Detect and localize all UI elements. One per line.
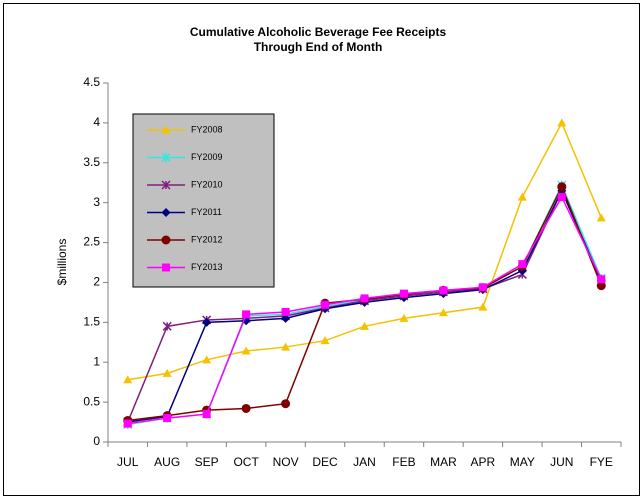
marker [162,368,172,377]
x-tick-label: APR [471,455,496,469]
chart-title: Through End of Month [254,40,383,54]
marker [557,118,567,127]
marker [161,208,171,217]
marker [518,260,527,269]
marker [478,302,488,311]
marker [557,182,567,192]
legend-label: FY2008 [191,124,223,134]
marker [281,342,291,351]
marker [162,263,170,272]
marker [202,355,212,364]
y-tick-label: 1 [93,354,100,368]
y-axis-label: $millions [55,239,69,286]
marker [478,283,487,292]
x-tick-label: OCT [233,455,259,469]
marker [202,317,212,327]
marker [241,403,251,413]
marker [399,289,408,298]
marker [517,192,527,201]
marker [123,419,132,428]
x-tick-label: NOV [273,455,299,469]
x-tick-label: MAY [510,455,535,469]
x-tick-label: DEC [312,455,338,469]
marker [161,180,171,190]
marker [399,313,409,322]
marker [321,300,330,309]
marker [439,286,448,295]
x-tick-label: AUG [154,455,180,469]
marker [161,152,171,163]
y-tick-label: 2 [93,275,100,289]
marker [557,193,566,202]
x-tick-label: JUN [550,455,573,469]
y-tick-label: 0 [93,434,100,448]
marker [281,399,291,409]
x-tick-label: JAN [353,455,376,469]
marker [241,346,251,355]
marker [438,308,448,317]
x-tick-label: JUL [117,455,139,469]
legend-box [132,113,275,288]
y-tick-label: 3 [93,195,100,209]
marker [163,414,172,423]
marker [281,307,290,316]
marker [360,294,369,303]
marker [161,235,171,245]
marker [123,375,133,384]
y-tick-label: 4.5 [83,75,100,89]
y-tick-label: 4 [93,115,100,129]
x-tick-label: MAR [430,455,457,469]
legend-label: FY2010 [191,179,223,189]
marker [596,213,606,222]
marker [320,336,330,345]
marker [161,125,171,134]
chart-title: Cumulative Alcoholic Beverage Fee Receip… [190,25,447,39]
y-tick-label: 0.5 [83,394,100,408]
x-tick-label: FEB [392,455,415,469]
marker [281,313,291,323]
legend-label: FY2013 [191,262,223,272]
legend-label: FY2011 [191,207,222,217]
x-tick-label: SEP [195,455,219,469]
marker [360,321,369,330]
marker [202,410,211,419]
y-tick-label: 1.5 [83,315,100,329]
marker [242,310,251,319]
y-tick-label: 2.5 [83,235,100,249]
marker [596,281,606,291]
y-tick-label: 3.5 [83,155,100,169]
marker [597,275,606,284]
x-tick-label: FYE [590,455,613,469]
legend-label: FY2012 [191,234,223,244]
legend-label: FY2009 [191,152,223,162]
marker [162,321,172,331]
